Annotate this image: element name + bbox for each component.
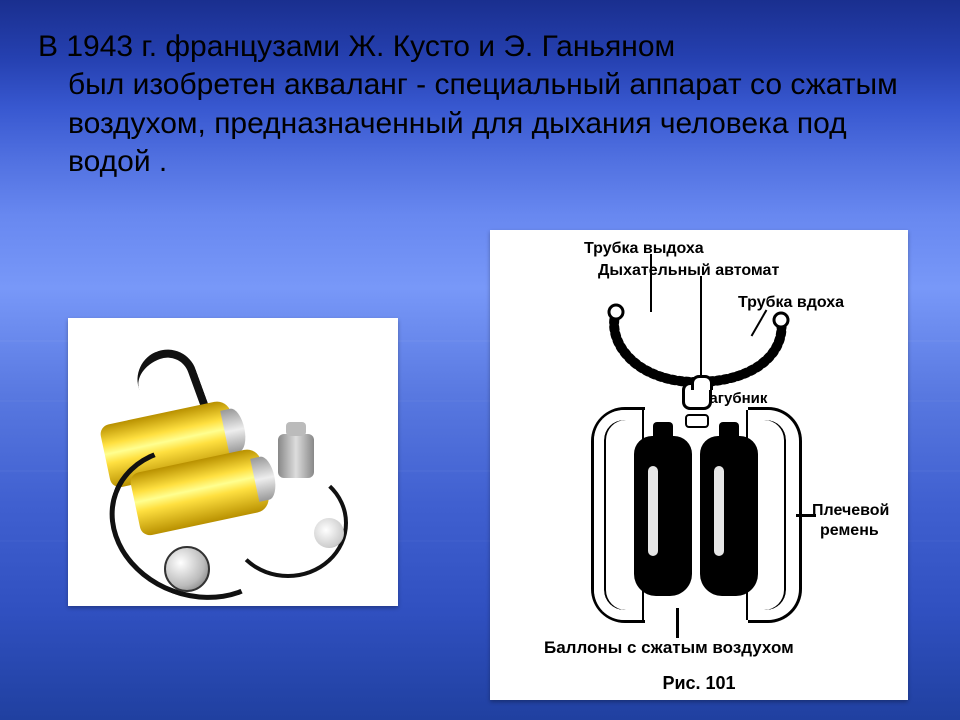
aqualung-diagram: Трубка выдоха Дыхательный автомат Трубка… [490, 230, 908, 700]
body-text-rest: был изобретен акваланг - специальный апп… [38, 66, 928, 181]
label-shoulder-strap-1: Плечевой [812, 502, 889, 520]
diagram-mouthpiece [685, 414, 709, 428]
photo-gauge [314, 518, 344, 548]
body-text-line1: В 1943 г. французами Ж. Кусто и Э. Ганья… [38, 28, 928, 66]
diagram-tank [700, 436, 758, 596]
body-text: В 1943 г. французами Ж. Кусто и Э. Ганья… [38, 28, 928, 182]
figure-caption: Рис. 101 [490, 673, 908, 694]
diagram-regulator [682, 382, 712, 410]
label-exhale-tube: Трубка выдоха [584, 240, 704, 258]
label-tanks: Баллоны с сжатым воздухом [544, 638, 794, 658]
label-regulator: Дыхательный автомат [598, 262, 779, 280]
photo-regulator [164, 546, 210, 592]
diagram-tank [634, 436, 692, 596]
scuba-photo [68, 318, 398, 606]
label-shoulder-strap-2: ремень [820, 522, 879, 540]
slide: В 1943 г. французами Ж. Кусто и Э. Ганья… [0, 0, 960, 720]
leader-line [676, 608, 679, 638]
